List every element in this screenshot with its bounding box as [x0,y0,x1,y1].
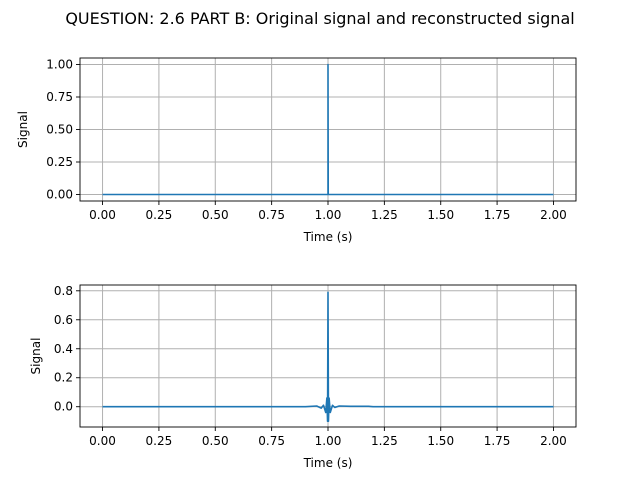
y-tick-label: 0.75 [46,90,73,104]
y-tick-label: 0.00 [46,188,73,202]
y-axis-label: Signal [16,111,30,148]
x-tick-label: 0.00 [89,434,116,448]
figure-title: QUESTION: 2.6 PART B: Original signal an… [65,9,574,28]
x-tick-label: 1.50 [427,208,454,222]
x-tick-label: 0.50 [202,208,229,222]
y-axis-label: Signal [29,338,43,375]
x-tick-label: 1.50 [427,434,454,448]
y-tick-label: 0.4 [54,342,73,356]
y-tick-label: 0.6 [54,313,73,327]
x-tick-label: 2.00 [540,434,567,448]
x-axis-label: Time (s) [303,230,353,244]
reconstructed-signal-plot: 0.00 0.25 0.50 0.75 1.00 1.25 1.50 1.75 2.00 0.0 0… [29,284,577,470]
x-tick-label: 1.75 [484,434,511,448]
y-tick-label: 1.00 [46,58,73,72]
x-tick-label: 1.75 [484,208,511,222]
y-tick-label: 0.50 [46,123,73,137]
x-tick-label: 0.25 [146,208,173,222]
y-tick-label: 0.0 [54,400,73,414]
signal-line [102,63,554,196]
x-tick-label: 0.75 [258,434,285,448]
x-tick-label: 0.00 [89,208,116,222]
x-tick-label: 0.25 [146,434,173,448]
x-tick-label: 1.25 [371,208,398,222]
y-tick-label: 0.2 [54,371,73,385]
x-tick-label: 0.75 [258,208,285,222]
x-tick-label: 2.00 [540,208,567,222]
x-tick-label: 1.00 [315,208,342,222]
signal-line [102,291,554,422]
x-axis-label: Time (s) [303,456,353,470]
y-tick-label: 0.8 [54,284,73,298]
original-signal-plot: 0.00 0.25 0.50 0.75 1.00 1.25 1.50 1.75 2.00 0.00… [16,58,577,244]
x-tick-label: 1.00 [315,434,342,448]
y-tick-label: 0.25 [46,155,73,169]
x-tick-label: 0.50 [202,434,229,448]
x-tick-label: 1.25 [371,434,398,448]
